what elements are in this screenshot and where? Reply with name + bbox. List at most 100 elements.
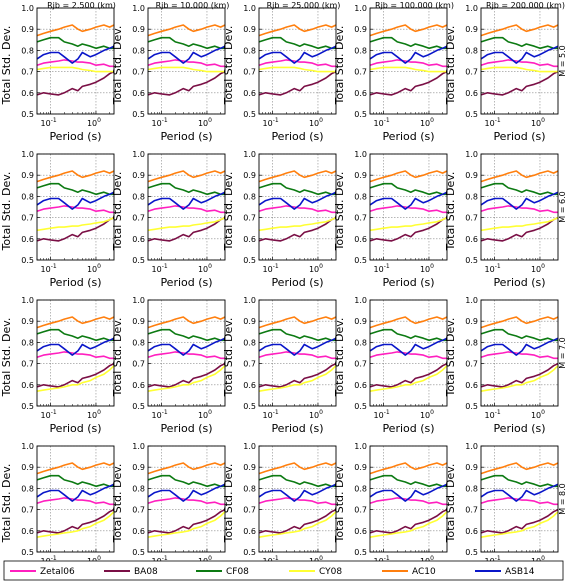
series-line-cy08 <box>258 66 336 73</box>
series-line-ac10 <box>480 24 559 37</box>
series-line-cy08 <box>480 216 559 232</box>
ylabel: Total Std. Dev. <box>444 318 457 398</box>
ytick-label: 0.6 <box>465 527 478 536</box>
legend-label: CY08 <box>319 567 342 577</box>
ytick-label: 0.6 <box>354 89 367 98</box>
series-line-ac10 <box>258 462 337 475</box>
ytick-label: 1.0 <box>21 4 34 13</box>
legend-label: BA08 <box>134 567 158 577</box>
ytick-label: 0.8 <box>132 192 145 201</box>
series-line-ac10 <box>147 24 226 37</box>
ytick-label: 0.5 <box>465 402 478 411</box>
ytick-label: 0.6 <box>354 235 367 244</box>
ytick-label: 0.8 <box>354 46 367 55</box>
ytick-label: 0.5 <box>243 402 256 411</box>
series-line-cf08 <box>369 182 447 196</box>
column-title: Rjb = 2.500 (km) <box>47 1 116 10</box>
xtick-label: 100 <box>531 263 545 274</box>
xtick-label: 100 <box>531 117 545 128</box>
ylabel: Total Std. Dev. <box>111 172 124 252</box>
xtick-label: 10-1 <box>485 409 501 420</box>
ytick-label: 0.7 <box>132 506 145 515</box>
series-line-ac10 <box>258 170 337 183</box>
axes-frame <box>258 299 337 407</box>
ytick-label: 0.8 <box>21 46 34 55</box>
series-line-ac10 <box>369 462 448 475</box>
column-title: Rjb = 100.000 (km) <box>375 1 454 10</box>
xtick-label: 100 <box>87 409 101 420</box>
ylabel: Total Std. Dev. <box>222 464 235 544</box>
panel-r1-c4: 0.5 0.6 0.7 0.8 0.9 1.0 10-1 100 Total Std. Dev.… <box>333 4 448 143</box>
xlabel: Period (s) <box>160 276 212 289</box>
ytick-label: 0.9 <box>132 463 145 472</box>
ytick-label: 0.7 <box>354 68 367 77</box>
ytick-label: 0.7 <box>21 214 34 223</box>
series-line-ac10 <box>258 316 337 329</box>
ytick-label: 0.9 <box>354 317 367 326</box>
series-line-ba08 <box>480 216 559 242</box>
ylabel: Total Std. Dev. <box>0 26 13 106</box>
series-line-zetal06 <box>147 59 225 68</box>
xtick-label: 10-1 <box>374 263 390 274</box>
series-line-cf08 <box>369 36 447 50</box>
series-line-cy08 <box>147 216 226 232</box>
xtick-label: 10-1 <box>152 409 168 420</box>
xlabel: Period (s) <box>49 130 101 143</box>
ytick-label: 0.5 <box>465 110 478 119</box>
series-line-ba08 <box>147 70 226 96</box>
axes-frame <box>147 445 226 553</box>
axes-frame <box>258 7 337 115</box>
ytick-label: 0.7 <box>21 68 34 77</box>
axes-frame <box>36 299 115 407</box>
series-line-cf08 <box>258 328 336 342</box>
ytick-label: 0.5 <box>243 256 256 265</box>
series-line-cy08 <box>258 511 337 538</box>
axes-frame <box>480 7 559 115</box>
series-line-cy08 <box>480 365 559 392</box>
series-line-ba08 <box>147 508 226 534</box>
ytick-label: 1.0 <box>465 150 478 159</box>
panel-r2-c5: 0.5 0.6 0.7 0.8 0.9 1.0 10-1 100 Total Std. Dev.… <box>444 150 559 289</box>
series-line-cf08 <box>258 182 336 196</box>
series-line-ba08 <box>480 362 559 388</box>
series-line-ba08 <box>369 70 448 96</box>
ytick-label: 0.6 <box>132 381 145 390</box>
ytick-label: 0.5 <box>465 256 478 265</box>
ytick-label: 0.7 <box>243 506 256 515</box>
xtick-label: 10-1 <box>374 409 390 420</box>
ytick-label: 0.5 <box>21 256 34 265</box>
ytick-label: 0.7 <box>243 360 256 369</box>
xtick-label: 10-1 <box>263 409 279 420</box>
ytick-label: 1.0 <box>354 150 367 159</box>
series-line-ba08 <box>36 508 115 534</box>
panel-r3-c4: 0.5 0.6 0.7 0.8 0.9 1.0 10-1 100 Total Std. Dev.… <box>333 296 448 435</box>
xtick-label: 100 <box>198 409 212 420</box>
ytick-label: 0.9 <box>21 171 34 180</box>
ylabel: Total Std. Dev. <box>0 318 13 398</box>
panel-r1-c3: 0.5 0.6 0.7 0.8 0.9 1.0 10-1 100 Total Std. Dev.… <box>222 4 337 143</box>
series-line-cy08 <box>258 216 337 232</box>
ylabel: Total Std. Dev. <box>333 172 346 252</box>
axes-frame <box>258 445 337 553</box>
series-line-ac10 <box>258 24 337 37</box>
series-line-cy08 <box>369 365 448 392</box>
series-line-ba08 <box>36 216 115 242</box>
series-line-ac10 <box>147 316 226 329</box>
series-line-cy08 <box>147 66 225 73</box>
ytick-label: 0.6 <box>465 89 478 98</box>
series-line-zetal06 <box>147 205 225 214</box>
ytick-label: 0.9 <box>465 463 478 472</box>
series-line-ac10 <box>147 170 226 183</box>
ytick-label: 0.8 <box>21 484 34 493</box>
ytick-label: 0.8 <box>243 192 256 201</box>
series-line-asb14 <box>258 45 337 64</box>
ytick-label: 1.0 <box>132 150 145 159</box>
ytick-label: 0.8 <box>465 192 478 201</box>
ytick-label: 0.9 <box>21 463 34 472</box>
ylabel: Total Std. Dev. <box>444 464 457 544</box>
ylabel: Total Std. Dev. <box>0 464 13 544</box>
ytick-label: 0.7 <box>354 360 367 369</box>
ylabel: Total Std. Dev. <box>222 26 235 106</box>
